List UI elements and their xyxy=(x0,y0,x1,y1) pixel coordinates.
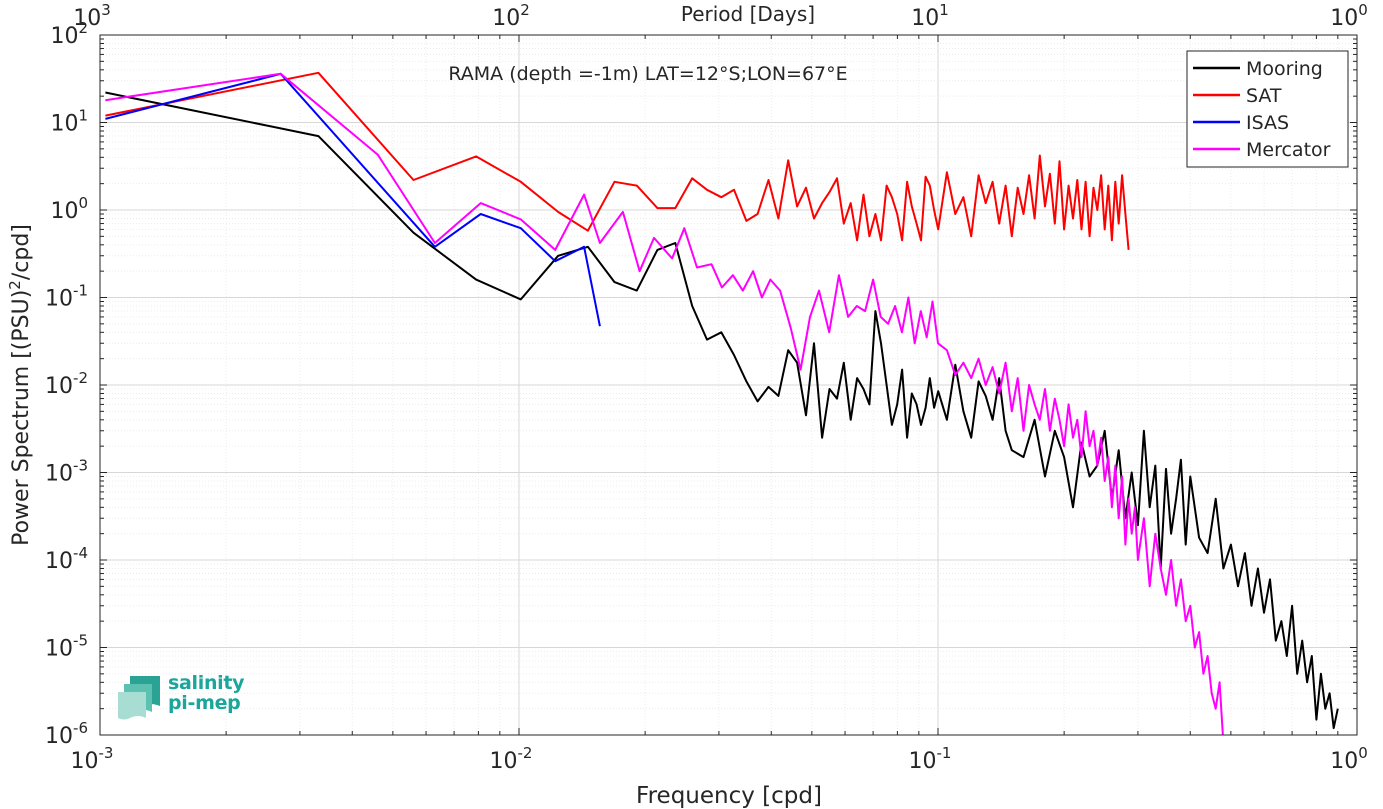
y-tick-label-exp: 0 xyxy=(78,194,88,212)
y-tick-label-exp: -2 xyxy=(73,369,88,387)
y-tick-label: 10-3 xyxy=(45,457,88,487)
x2-tick-label-base: 10 xyxy=(492,6,520,31)
x-tick-label-exp: -1 xyxy=(937,744,952,762)
y-tick-label-exp: -1 xyxy=(73,282,88,300)
x-tick-label: 10-2 xyxy=(490,744,533,774)
y-tick-label: 10-5 xyxy=(45,632,88,662)
logo-line1: salinity xyxy=(168,672,245,694)
y-tick-label-base: 10 xyxy=(45,462,73,487)
x2-tick-label-base: 10 xyxy=(911,6,939,31)
x-tick-label-base: 10 xyxy=(1330,749,1358,774)
x-tick-label-base: 10 xyxy=(909,749,937,774)
y-tick-label: 101 xyxy=(50,107,88,137)
x-axis-label: Frequency [cpd] xyxy=(636,783,822,809)
x2-tick-label-exp: 3 xyxy=(101,1,111,19)
y-tick-label: 10-4 xyxy=(45,544,88,574)
series-group xyxy=(105,71,1339,735)
x-tick-label-exp: 0 xyxy=(1358,744,1368,762)
x2-tick-label: 103 xyxy=(73,1,111,31)
y-tick-label-base: 10 xyxy=(45,724,73,749)
y-tick-label-base: 10 xyxy=(50,112,78,137)
y-tick-label-exp: -3 xyxy=(73,457,88,475)
y-tick-label-exp: 1 xyxy=(78,107,88,125)
y-tick-label-exp: -6 xyxy=(73,719,88,737)
x-tick-label-exp: -2 xyxy=(518,744,533,762)
series-line-isas xyxy=(105,72,601,327)
legend: Mooring SAT ISAS Mercator xyxy=(1186,50,1349,168)
x-tick-label: 10-3 xyxy=(71,744,114,774)
y-tick-label-exp: -4 xyxy=(73,544,88,562)
x2-tick-label-base: 10 xyxy=(73,6,101,31)
series-line-sat xyxy=(105,71,1130,250)
x-tick-label: 10-1 xyxy=(909,744,952,774)
x-tick-label: 100 xyxy=(1330,744,1368,774)
series-line-mercator xyxy=(105,72,1224,735)
x2-tick-label-exp: 1 xyxy=(939,1,949,19)
y-tick-label: 10-2 xyxy=(45,369,88,399)
y-tick-label-base: 10 xyxy=(50,199,78,224)
x-tick-label-base: 10 xyxy=(490,749,518,774)
legend-box xyxy=(1186,50,1349,168)
x2-tick-label-exp: 2 xyxy=(520,1,530,19)
y-tick-label-base: 10 xyxy=(50,24,78,49)
x-tick-label-exp: -3 xyxy=(99,744,114,762)
y-axis-label-sup: 2 xyxy=(6,280,24,290)
y-tick-label-base: 10 xyxy=(45,549,73,574)
x-tick-label-base: 10 xyxy=(71,749,99,774)
x2-tick-label: 101 xyxy=(911,1,949,31)
x2-tick-label: 100 xyxy=(1330,1,1368,31)
y-tick-label: 100 xyxy=(50,194,88,224)
series-line-mooring xyxy=(105,91,1339,730)
legend-label-sat: SAT xyxy=(1246,85,1282,107)
y-tick-label-base: 10 xyxy=(45,374,73,399)
x2-tick-label-base: 10 xyxy=(1330,6,1358,31)
logo-text: salinity pi-mep xyxy=(168,672,245,714)
y-axis-label-tail: /cpd] xyxy=(9,224,34,280)
salinity-pi-mep-logo: salinity pi-mep xyxy=(116,672,256,724)
y-tick-label-exp: 2 xyxy=(78,19,88,37)
ticks xyxy=(100,35,1357,735)
y-tick-label: 10-6 xyxy=(45,719,88,749)
y-tick-label-base: 10 xyxy=(45,287,73,312)
legend-label-mooring: Mooring xyxy=(1246,58,1323,80)
legend-label-mercator: Mercator xyxy=(1246,139,1331,161)
legend-label-isas: ISAS xyxy=(1246,112,1289,134)
logo-line2: pi-mep xyxy=(168,692,241,714)
y-axis-label: Power Spectrum [(PSU)2/cpd] xyxy=(6,224,34,546)
x2-tick-label: 102 xyxy=(492,1,530,31)
y-tick-label: 10-1 xyxy=(45,282,88,312)
y-tick-label-base: 10 xyxy=(45,637,73,662)
chart-title: RAMA (depth =-1m) LAT=12°S;LON=67°E xyxy=(448,63,847,85)
y-tick-label: 102 xyxy=(50,19,88,49)
layered-waves-icon xyxy=(118,676,160,720)
y-tick-label-exp: -5 xyxy=(73,632,88,650)
y-axis-label-main: Power Spectrum [(PSU) xyxy=(9,290,34,546)
x2-tick-label-exp: 0 xyxy=(1358,1,1368,19)
x2-axis-label: Period [Days] xyxy=(681,2,815,26)
